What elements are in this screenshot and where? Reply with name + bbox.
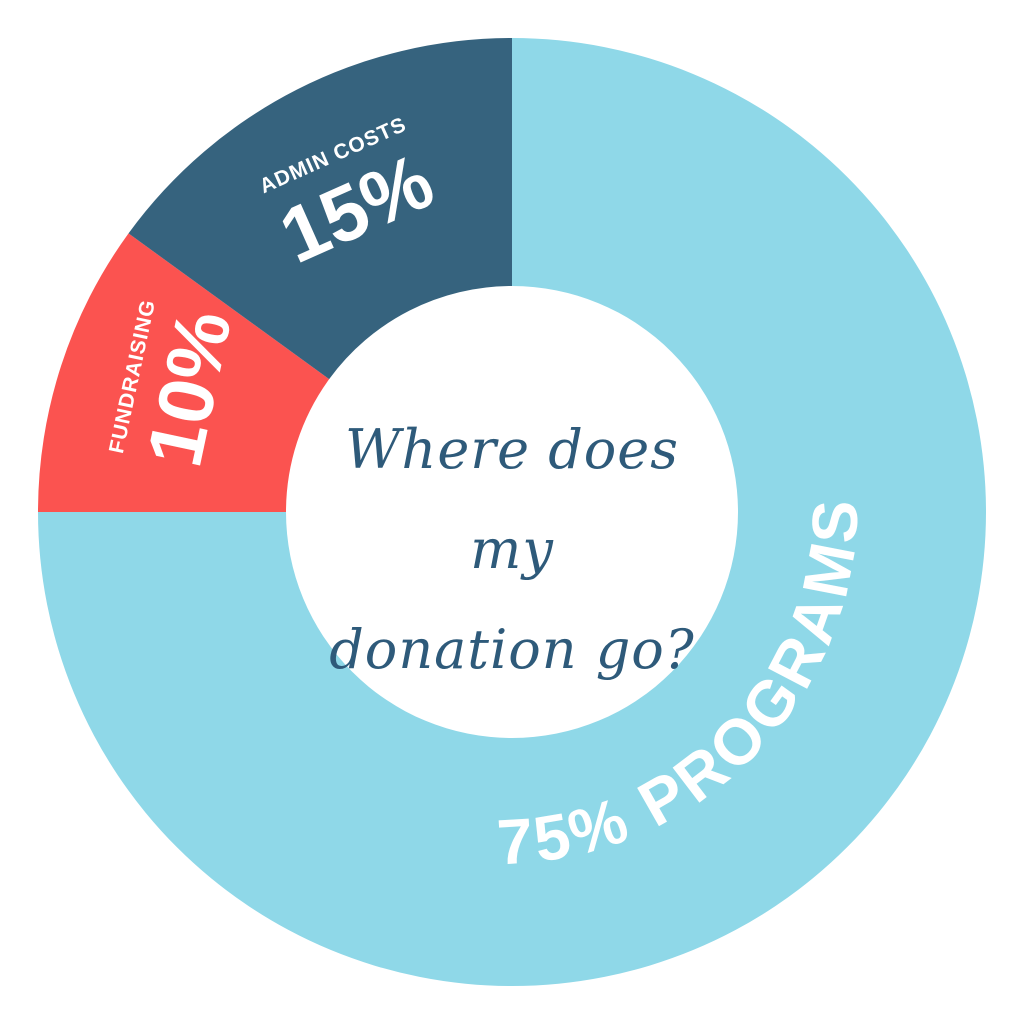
chart-title-line-2: donation go? xyxy=(329,618,695,681)
slice-fundraising xyxy=(38,233,330,513)
slice-programs xyxy=(38,38,986,986)
chart-title-line-1: Where does my xyxy=(345,418,679,581)
slice-admin-costs xyxy=(128,38,512,380)
chart-title: Where does my donation go? xyxy=(312,400,712,700)
